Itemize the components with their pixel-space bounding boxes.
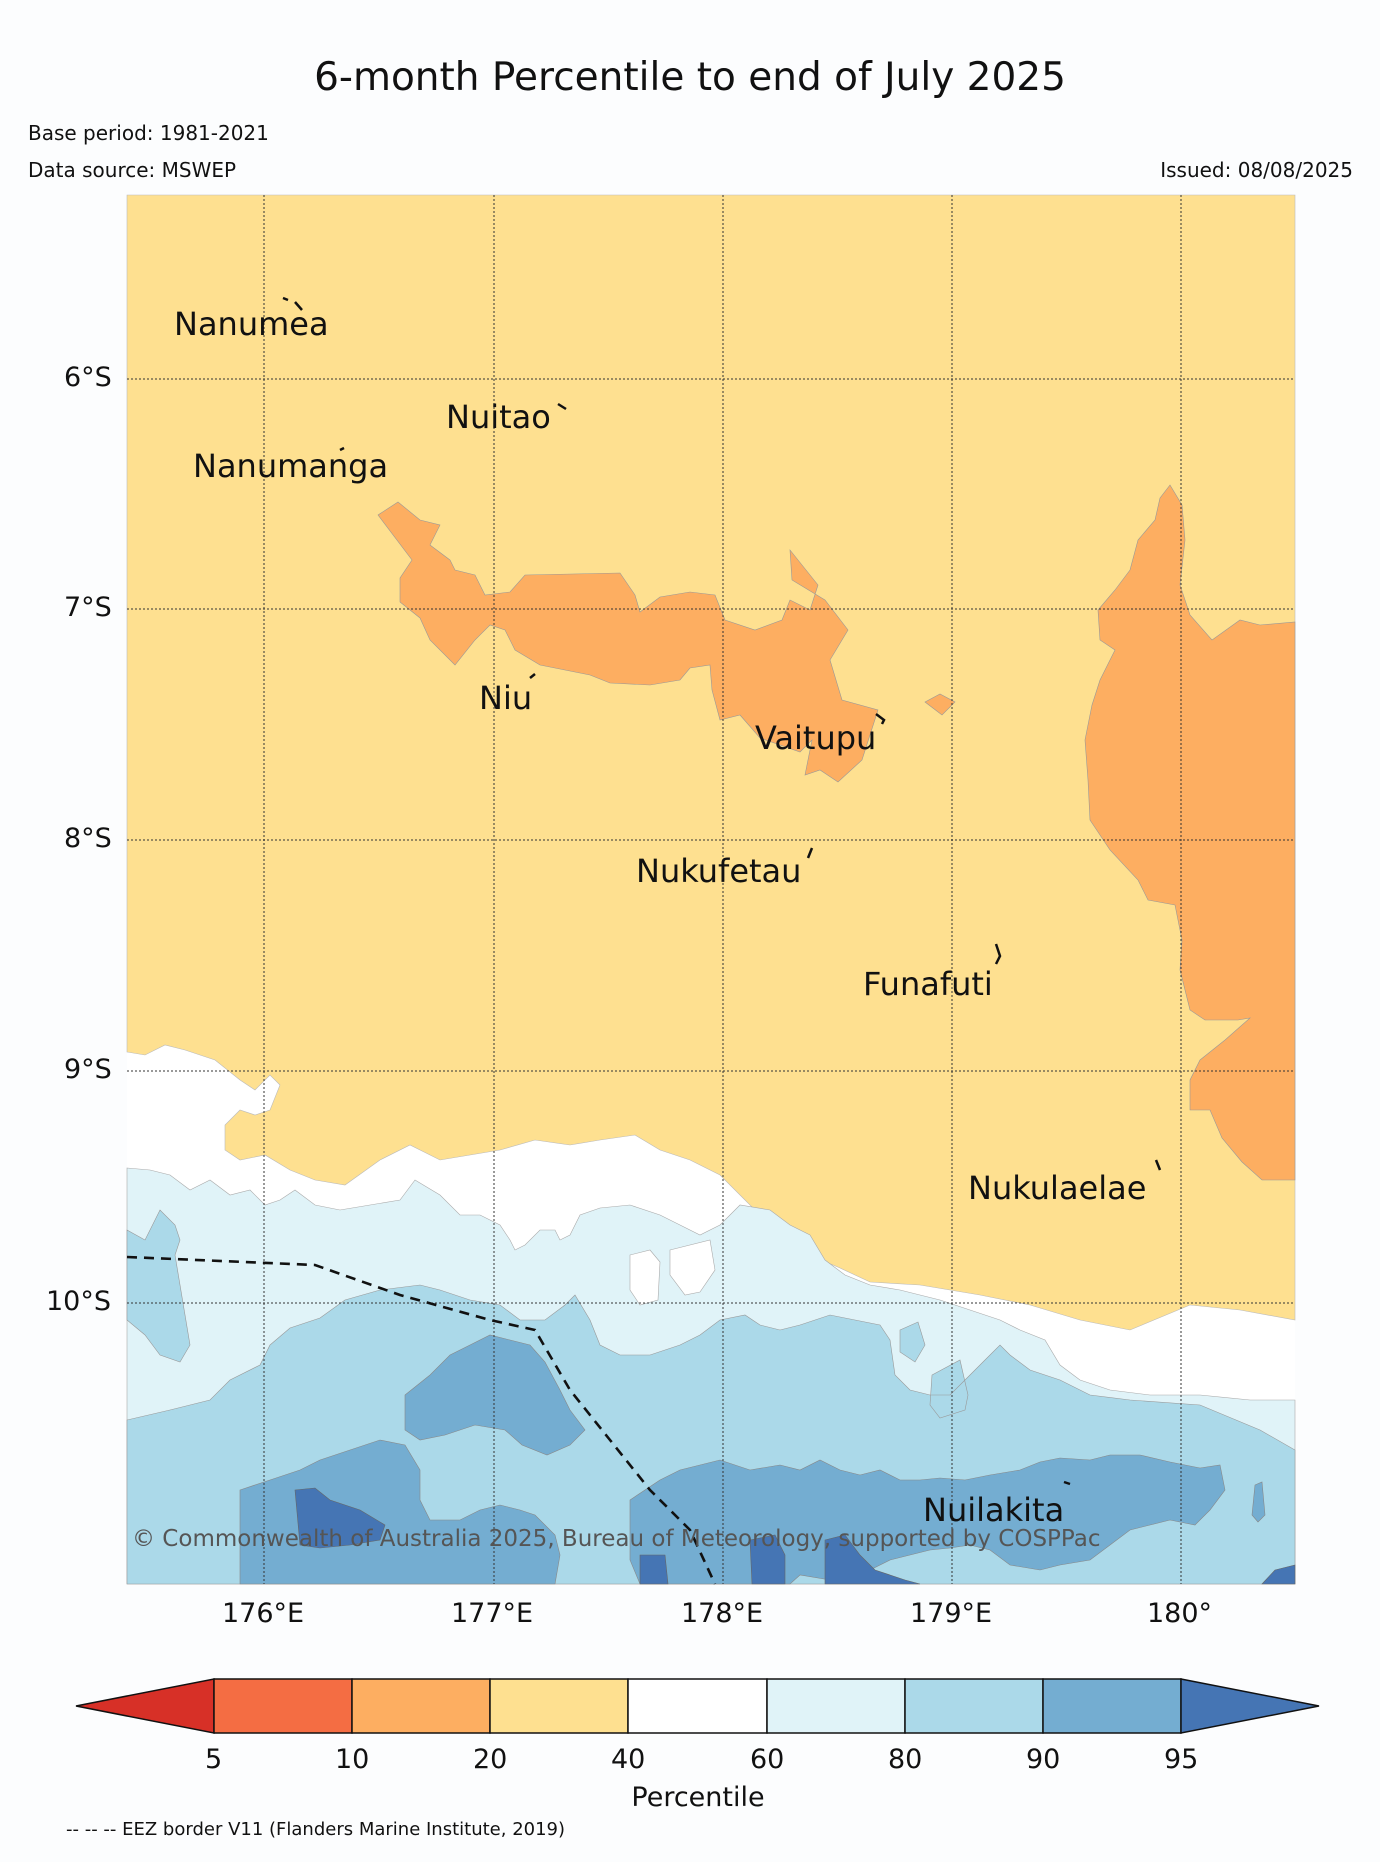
zone-90-95 bbox=[239, 1334, 1266, 1585]
island-vaitupu-shape bbox=[875, 713, 886, 725]
colorbar-label: Percentile bbox=[631, 1782, 765, 1813]
zone-above-95 bbox=[294, 1487, 1296, 1585]
island-nanumanga-shape bbox=[339, 446, 345, 452]
graticule bbox=[127, 195, 1295, 1584]
colorbar-tick-95: 95 bbox=[1164, 1744, 1199, 1775]
lat-tick-7s: 7°S bbox=[64, 592, 112, 623]
colorbar-under bbox=[75, 1678, 215, 1734]
label-vaitupu: Vaitupu bbox=[755, 719, 877, 757]
colorbar bbox=[75, 1678, 1320, 1734]
lon-tick-177e: 177°E bbox=[451, 1598, 534, 1629]
island-outlines bbox=[282, 296, 1162, 1486]
colorbar-tick-80: 80 bbox=[888, 1744, 923, 1775]
label-nanumanga: Nanumanga bbox=[193, 447, 389, 485]
island-niu-shape bbox=[529, 673, 536, 679]
label-nuilakita: Nuilakita bbox=[923, 1491, 1065, 1529]
colorbar-tick-60: 60 bbox=[750, 1744, 785, 1775]
lat-tick-10s: 10°S bbox=[46, 1286, 111, 1317]
lon-tick-178e: 178°E bbox=[681, 1598, 764, 1629]
colorbar-tick-90: 90 bbox=[1026, 1744, 1061, 1775]
lat-tick-8s: 8°S bbox=[64, 823, 112, 854]
colorbar-60-80 bbox=[766, 1678, 906, 1734]
zone-10-20-east bbox=[1084, 484, 1296, 1181]
label-nuitao: Nuitao bbox=[446, 398, 551, 436]
colorbar-over bbox=[1180, 1678, 1320, 1734]
island-nanumea-shape bbox=[282, 296, 303, 311]
lon-tick-179e: 179°E bbox=[910, 1598, 993, 1629]
colorbar-20-40 bbox=[489, 1678, 629, 1734]
colorbar-90-95 bbox=[1042, 1678, 1182, 1734]
label-nanumea: Nanumea bbox=[174, 305, 329, 343]
colorbar-40-60 bbox=[627, 1678, 768, 1734]
data-source: Data source: MSWEP bbox=[28, 158, 237, 182]
island-funafuti-shape bbox=[994, 943, 1002, 965]
island-nuitao-shape bbox=[557, 402, 567, 411]
issued-date: Issued: 08/08/2025 bbox=[1160, 158, 1353, 182]
lon-tick-176e: 176°E bbox=[222, 1598, 305, 1629]
island-nuilakita-shape bbox=[1063, 1480, 1071, 1486]
lat-tick-6s: 6°S bbox=[64, 362, 112, 393]
label-nukufetau: Nukufetau bbox=[636, 852, 802, 890]
island-nukufetau-shape bbox=[806, 847, 814, 859]
zone-10-20-west bbox=[377, 501, 879, 783]
colorbar-tick-20: 20 bbox=[473, 1744, 508, 1775]
colorbar-tick-5: 5 bbox=[205, 1744, 223, 1775]
colorbar-5-10 bbox=[213, 1678, 353, 1734]
eez-footnote: -- -- -- EEZ border V11 (Flanders Marine… bbox=[66, 1819, 566, 1840]
zone-10-20-spot bbox=[924, 693, 956, 716]
colorbar-tick-40: 40 bbox=[611, 1744, 646, 1775]
colorbar-tick-10: 10 bbox=[335, 1744, 370, 1775]
colorbar-80-90 bbox=[904, 1678, 1044, 1734]
colorbar-10-20 bbox=[351, 1678, 491, 1734]
copyright-credit: © Commonwealth of Australia 2025, Bureau… bbox=[132, 1526, 1101, 1552]
map-title: 6-month Percentile to end of July 2025 bbox=[314, 55, 1066, 100]
base-period: Base period: 1981-2021 bbox=[28, 121, 269, 145]
label-funafuti: Funafuti bbox=[863, 965, 993, 1003]
lat-tick-9s: 9°S bbox=[64, 1054, 112, 1085]
label-nukulaelae: Nukulaelae bbox=[968, 1169, 1147, 1207]
lon-tick-180: 180° bbox=[1147, 1598, 1213, 1629]
zone-20-40 bbox=[126, 194, 1296, 1331]
island-nukulaelae-shape bbox=[1154, 1159, 1162, 1171]
label-niu: Niu bbox=[479, 679, 533, 717]
